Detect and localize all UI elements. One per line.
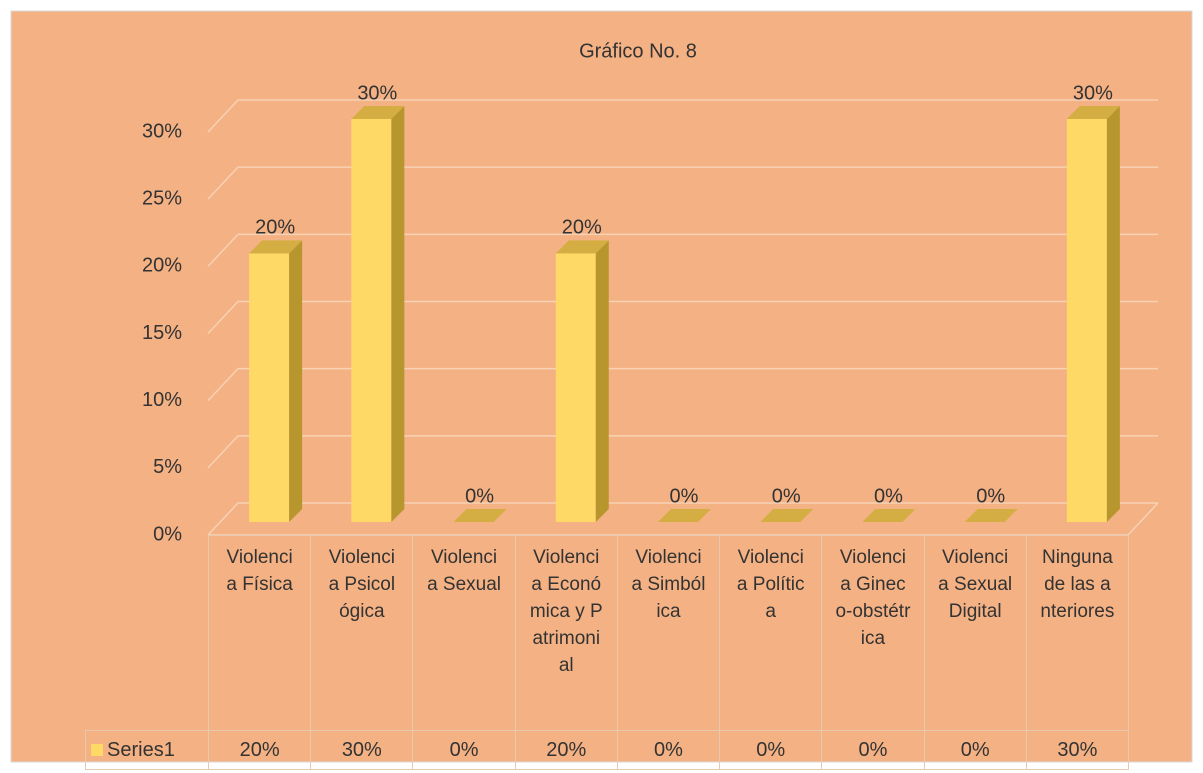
data-label: 0%: [874, 485, 903, 507]
bar-front: [249, 253, 290, 523]
bar-top: [658, 509, 711, 522]
bar: [658, 509, 711, 522]
bar-top: [760, 509, 814, 522]
bar-top: [351, 106, 405, 119]
data-label: 30%: [357, 82, 397, 104]
bar: [760, 509, 814, 522]
grid-line: [207, 99, 1158, 133]
bar: [249, 240, 303, 523]
y-tick-label: 25%: [142, 187, 182, 209]
data-label: 0%: [976, 485, 1005, 507]
chart-title: Gráfico No. 8: [579, 40, 697, 62]
table-value: 30%: [1025, 730, 1129, 770]
bar: [1066, 106, 1120, 522]
bar: [351, 106, 405, 522]
bar-front: [555, 253, 596, 523]
y-tick-label: 10%: [142, 389, 182, 411]
y-tick-label: 5%: [153, 456, 182, 478]
table-category: Violencia Simbólica: [616, 535, 721, 731]
legend-label: Series1: [107, 739, 175, 761]
y-tick-label: 20%: [142, 255, 182, 277]
grid-line: [207, 166, 1158, 200]
y-tick-label: 0%: [153, 523, 182, 545]
bar-side: [391, 106, 405, 522]
data-label: 20%: [255, 217, 295, 239]
bar: [862, 509, 916, 522]
x-tick-label: Violencia Sexual: [427, 547, 502, 595]
table-category: Violencia Gineco-obstétrica: [821, 535, 925, 731]
x-tick-label: Violencia Económica y Patrimonial: [529, 547, 603, 676]
grid-line: [207, 367, 1158, 402]
table-category: Violencia Sexual: [412, 535, 516, 731]
bar-side: [1106, 106, 1120, 522]
x-tick-label: Violencia Sexual Digital: [938, 547, 1013, 622]
x-tick-label: Violencia Física: [226, 547, 293, 595]
bar-top: [453, 509, 507, 522]
table-value: 0%: [923, 730, 1027, 770]
bar-top: [964, 509, 1018, 522]
table-value: 0%: [719, 730, 823, 770]
data-label: 20%: [562, 217, 602, 239]
bar-top: [1066, 106, 1120, 119]
data-label: 0%: [670, 485, 699, 507]
bar-top: [555, 240, 609, 254]
bar-front: [351, 119, 392, 522]
table-value: 0%: [616, 730, 721, 770]
bar: [964, 509, 1018, 522]
bar: [555, 240, 609, 523]
data-label: 0%: [772, 485, 801, 507]
data-label: 30%: [1073, 82, 1113, 104]
legend-key: [91, 744, 103, 756]
y-tick-label: 30%: [142, 120, 182, 142]
grid-line: [207, 435, 1158, 469]
bar: [453, 509, 507, 522]
grid-line: [207, 502, 1158, 536]
x-tick-label: Violencia Política: [736, 547, 805, 622]
table-value: 20%: [208, 730, 312, 770]
table-category: Ninguna de las anteriores: [1025, 535, 1129, 731]
table-series: Series1: [85, 730, 209, 770]
bar-top: [249, 240, 303, 254]
table-category: Violencia Física: [208, 535, 312, 731]
table-value: 0%: [821, 730, 925, 770]
data-label: 0%: [465, 485, 494, 507]
y-tick-label: 15%: [142, 322, 182, 344]
table-category: Violencia Económica y Patrimonial: [514, 535, 618, 731]
bar-front: [1066, 119, 1107, 522]
table-category: Violencia Psicológica: [310, 535, 414, 731]
grid-line: [207, 233, 1158, 267]
x-tick-label: Violencia Gineco-obstétrica: [835, 547, 911, 649]
bar-side: [595, 240, 609, 523]
x-tick-label: Ninguna de las anteriores: [1040, 547, 1115, 622]
x-tick-label: Violencia Psicológica: [328, 547, 396, 622]
table-value: 20%: [514, 730, 618, 770]
table-value: 30%: [310, 730, 414, 770]
bar-side: [289, 240, 303, 523]
table-category: Violencia Política: [719, 535, 823, 731]
x-tick-label: Violencia Simbólica: [631, 547, 706, 622]
grid-line: [207, 300, 1158, 335]
table-category: Violencia Sexual Digital: [923, 535, 1027, 731]
table-value: 0%: [412, 730, 516, 770]
bar-top: [862, 509, 916, 522]
